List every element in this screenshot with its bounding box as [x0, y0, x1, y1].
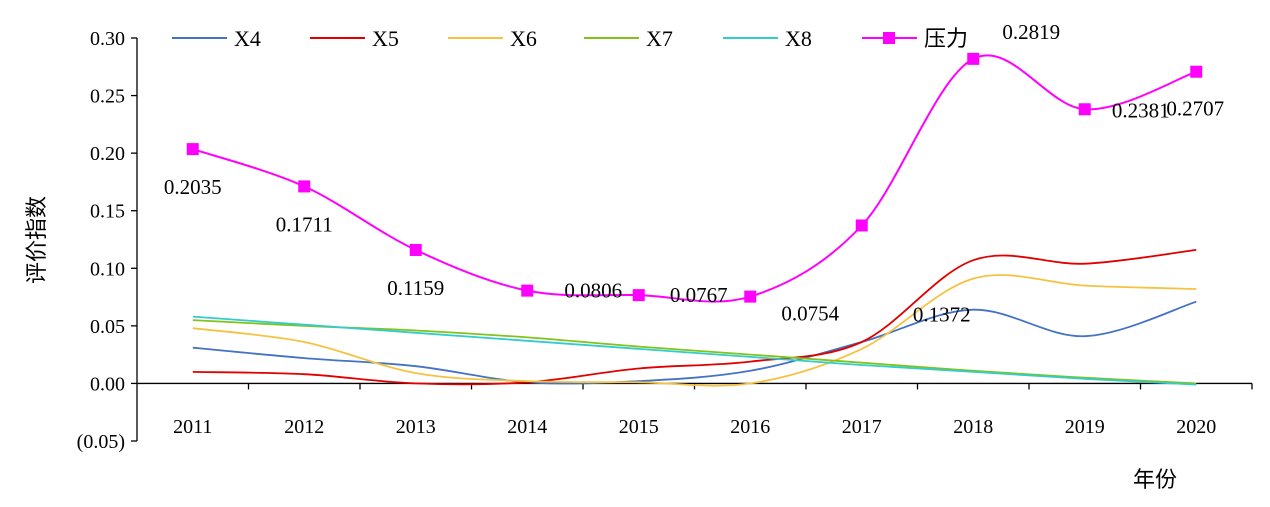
data-point-marker: [186, 143, 199, 156]
data-label: 0.0767: [670, 283, 728, 307]
legend-label: 压力: [924, 26, 968, 51]
x-tick-label: 2013: [396, 416, 436, 438]
y-tick-label: 0.30: [90, 28, 125, 50]
data-label: 0.2707: [1166, 97, 1224, 121]
series-line-x8: [192, 315, 1197, 386]
legend-label: X4: [234, 26, 261, 51]
x-tick-label: 2019: [1065, 416, 1105, 438]
data-label: 0.2381: [1112, 98, 1170, 122]
data-label: 0.0806: [564, 279, 622, 303]
x-tick-label: 2012: [284, 416, 324, 438]
data-label: 0.1372: [913, 302, 971, 326]
y-tick-label: (0.05): [77, 431, 125, 453]
data-point-marker: [632, 289, 645, 302]
data-point-marker: [744, 290, 757, 303]
data-point-marker: [967, 52, 980, 65]
data-label: 0.2819: [1002, 20, 1060, 44]
series-lines: [192, 54, 1197, 387]
x-tick-label: 2018: [953, 416, 993, 438]
x-tick-label: 2016: [730, 416, 770, 438]
legend-label: X5: [372, 26, 399, 51]
y-tick-label: 0.10: [90, 258, 125, 280]
series-line-x4: [192, 300, 1197, 385]
y-tick-label: 0.00: [90, 373, 125, 395]
data-labels: 0.2035 0.1711 0.1159 0.0806 0.0767 0.0754 0.13…: [164, 20, 1224, 327]
y-tick-label: 0.15: [90, 201, 125, 223]
legend-label: X6: [510, 26, 537, 51]
series-line-pressure: [192, 54, 1197, 303]
legend-marker: [883, 32, 895, 44]
y-axis-title: 评价指数: [25, 196, 50, 284]
chart-axes: 0.30 0.25 0.20 0.15 0.10 0.05 0.00 (0.05) 2011 20…: [77, 28, 1253, 453]
x-tick-label: 2020: [1176, 416, 1216, 438]
data-point-marker: [298, 180, 311, 193]
x-tick-label: 2017: [842, 416, 882, 438]
data-label: 0.1159: [387, 276, 444, 300]
data-label: 0.2035: [164, 175, 222, 199]
data-point-marker: [409, 243, 422, 256]
data-label: 0.0754: [781, 302, 839, 326]
series-line-x5: [192, 249, 1197, 386]
legend-label: X7: [646, 26, 673, 51]
series-markers: [186, 52, 1203, 303]
data-point-marker: [855, 219, 868, 232]
y-tick-label: 0.25: [90, 86, 125, 108]
data-point-marker: [521, 284, 534, 297]
series-line-x6: [192, 274, 1197, 387]
chart-legend: X4 X5 X6 X7 X8 压力: [172, 26, 968, 51]
x-tick-label: 2014: [507, 416, 547, 438]
x-axis-title: 年份: [1133, 468, 1177, 493]
data-label: 0.1711: [276, 212, 333, 236]
data-point-marker: [1190, 65, 1203, 78]
y-tick-label: 0.20: [90, 143, 125, 165]
legend-label: X8: [785, 26, 812, 51]
y-tick-label: 0.05: [90, 316, 125, 338]
data-point-marker: [1078, 103, 1091, 116]
x-tick-label: 2015: [619, 416, 659, 438]
x-tick-label: 2011: [173, 416, 212, 438]
